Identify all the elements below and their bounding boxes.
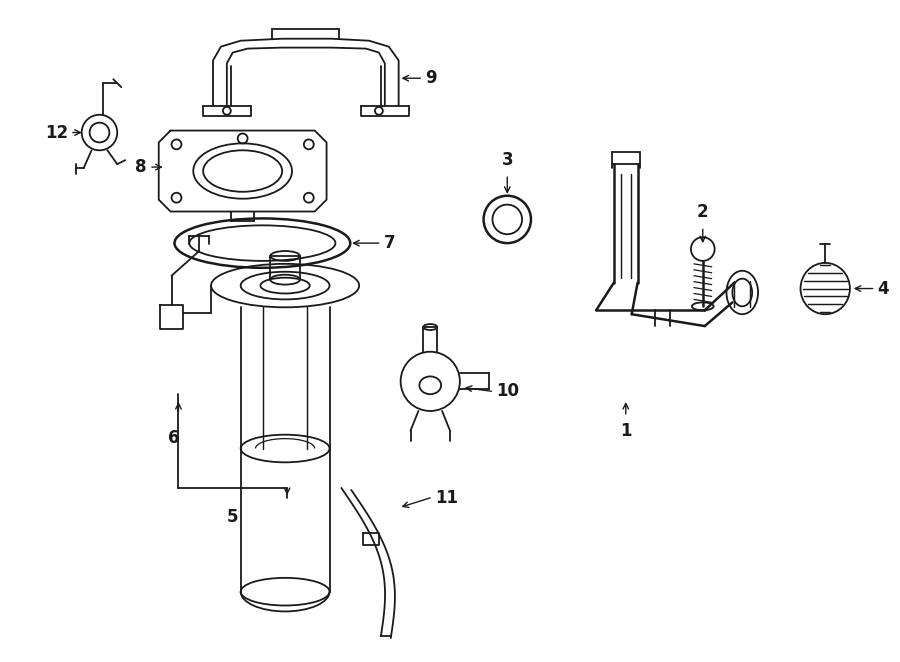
Text: 9: 9 xyxy=(426,70,436,87)
Text: 5: 5 xyxy=(227,508,239,526)
Text: 3: 3 xyxy=(501,151,513,169)
Text: 4: 4 xyxy=(878,279,889,297)
Text: 1: 1 xyxy=(620,422,632,440)
Text: 6: 6 xyxy=(167,429,179,447)
Text: 8: 8 xyxy=(135,158,147,176)
Text: 11: 11 xyxy=(436,489,458,507)
Text: 12: 12 xyxy=(45,124,68,142)
Text: 7: 7 xyxy=(383,234,395,252)
Text: 2: 2 xyxy=(697,203,708,221)
Text: 10: 10 xyxy=(497,382,519,401)
